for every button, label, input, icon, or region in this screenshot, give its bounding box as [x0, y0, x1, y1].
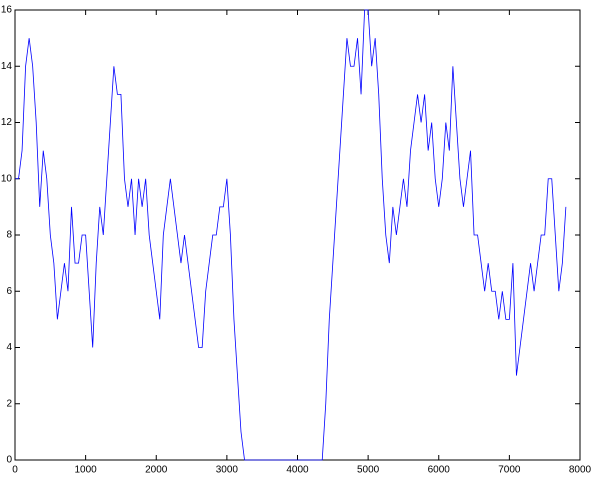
x-tick-label: 1000: [75, 465, 98, 476]
data-line: [15, 9, 567, 461]
y-tick-label: 8: [6, 230, 12, 241]
y-tick-label: 0: [6, 455, 12, 466]
plot-box: [14, 9, 581, 461]
x-tick-label: 8000: [569, 465, 592, 476]
x-tick-label: 3000: [216, 465, 239, 476]
y-tick-label: 12: [1, 117, 13, 128]
y-tick-label: 10: [1, 173, 13, 184]
x-tick-label: 2000: [145, 465, 168, 476]
x-tick-label: 5000: [357, 465, 380, 476]
y-tick-label: 4: [6, 342, 12, 353]
y-tick-label: 6: [6, 286, 12, 297]
x-tick-label: 6000: [428, 465, 451, 476]
y-tick-label: 14: [1, 61, 13, 72]
y-tick-label: 16: [1, 5, 13, 16]
x-tick-label: 4000: [286, 465, 309, 476]
y-tick-label: 2: [6, 398, 12, 409]
x-tick-label: 7000: [498, 465, 521, 476]
x-tick-label: 0: [12, 465, 18, 476]
